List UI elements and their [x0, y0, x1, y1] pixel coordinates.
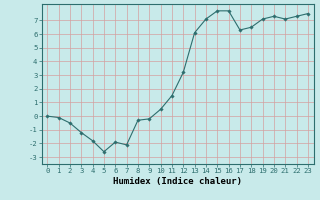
X-axis label: Humidex (Indice chaleur): Humidex (Indice chaleur) — [113, 177, 242, 186]
